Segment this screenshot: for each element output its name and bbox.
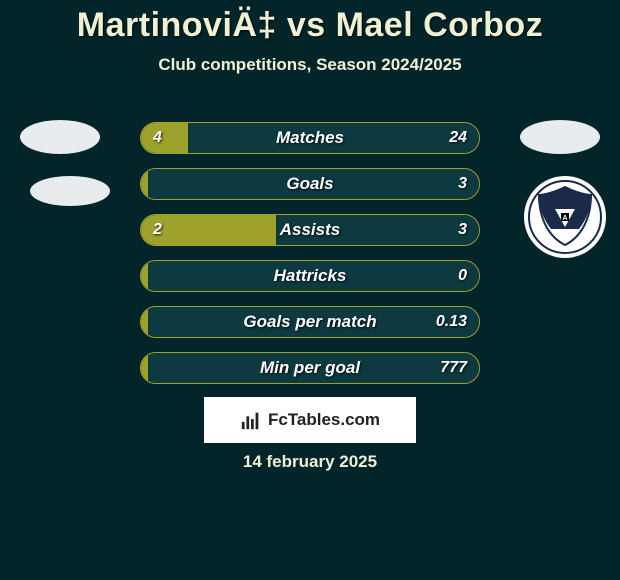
stat-value-right: 777 <box>440 353 467 383</box>
svg-text:A: A <box>562 215 567 222</box>
page-title: MartinoviÄ‡ vs Mael Corboz <box>0 0 620 45</box>
stat-fill-right <box>276 215 479 245</box>
stat-fill-left <box>141 169 148 199</box>
stat-fill-left <box>141 353 148 383</box>
stat-fill-right <box>148 307 479 337</box>
stat-fill-left <box>141 123 188 153</box>
stat-fill-left <box>141 261 148 291</box>
player1-avatar-placeholder <box>20 120 100 154</box>
stat-fill-right <box>148 261 479 291</box>
stat-fill-right <box>148 169 479 199</box>
stat-row: 424Matches <box>140 122 480 154</box>
stat-row: 0.13Goals per match <box>140 306 480 338</box>
stat-row: 777Min per goal <box>140 352 480 384</box>
player2-club-badge: A <box>524 176 606 258</box>
stat-value-right: 3 <box>458 215 467 245</box>
stats-container: 424Matches3Goals23Assists0Hattricks0.13G… <box>140 122 480 398</box>
player1-club-placeholder <box>30 176 110 206</box>
comparison-card: MartinoviÄ‡ vs Mael Corboz Club competit… <box>0 0 620 580</box>
stat-value-left: 2 <box>153 215 162 245</box>
stat-value-right: 24 <box>449 123 467 153</box>
stat-fill-right <box>188 123 479 153</box>
player2-avatar-placeholder <box>520 120 600 154</box>
stat-value-left: 4 <box>153 123 162 153</box>
stat-fill-right <box>148 353 479 383</box>
subtitle: Club competitions, Season 2024/2025 <box>0 55 620 75</box>
stat-fill-left <box>141 307 148 337</box>
fctables-logo: FcTables.com <box>204 397 416 443</box>
stat-value-right: 3 <box>458 169 467 199</box>
logo-text: FcTables.com <box>268 410 380 430</box>
stat-row: 0Hattricks <box>140 260 480 292</box>
stat-value-right: 0.13 <box>436 307 467 337</box>
date-label: 14 february 2025 <box>0 452 620 472</box>
chart-bars-icon <box>240 409 262 431</box>
stat-row: 3Goals <box>140 168 480 200</box>
club-crest-icon: A <box>527 179 603 255</box>
stat-value-right: 0 <box>458 261 467 291</box>
stat-row: 23Assists <box>140 214 480 246</box>
